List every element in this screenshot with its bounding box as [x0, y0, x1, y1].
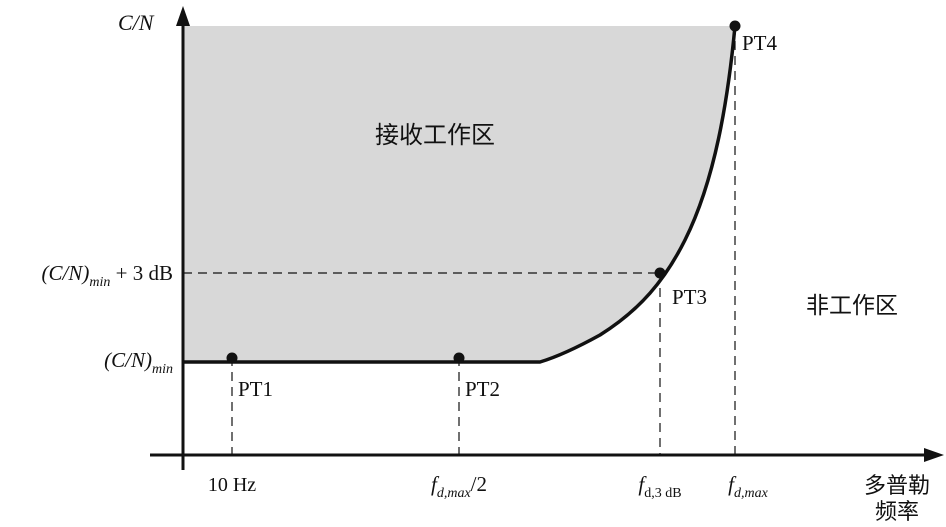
y-axis-label: C/N: [118, 10, 155, 35]
pt2-label: PT2: [465, 377, 500, 401]
y-axis-arrow: [176, 6, 190, 26]
pt4-label: PT4: [742, 31, 778, 55]
pt2-marker: [453, 352, 465, 364]
x-axis-arrow: [924, 448, 944, 462]
pt3-marker: [654, 267, 666, 279]
y-tick-cn-min-plus-3db: (C/N)min + 3 dB: [42, 261, 173, 290]
receive-region-fill: [183, 26, 735, 362]
pt1-label: PT1: [238, 377, 273, 401]
pt3-label: PT3: [672, 285, 707, 309]
x-tick-fd3db: fd,3 dB: [638, 472, 681, 501]
x-tick-10hz: 10 Hz: [208, 474, 256, 496]
pt4-marker: [729, 20, 741, 32]
non-work-region-label: 非工作区: [806, 293, 898, 319]
x-axis-label-line2: 频率: [875, 500, 919, 525]
pt1-marker: [226, 352, 238, 364]
y-tick-cn-min: (C/N)min: [104, 348, 173, 377]
x-axis-label-line1: 多普勒: [864, 474, 930, 499]
receive-region-label: 接收工作区: [375, 121, 495, 149]
boundary-curve: [183, 25, 737, 364]
x-tick-fdmax-half: fd,max/2: [431, 472, 487, 501]
x-tick-fdmax: fd,max: [728, 472, 768, 501]
